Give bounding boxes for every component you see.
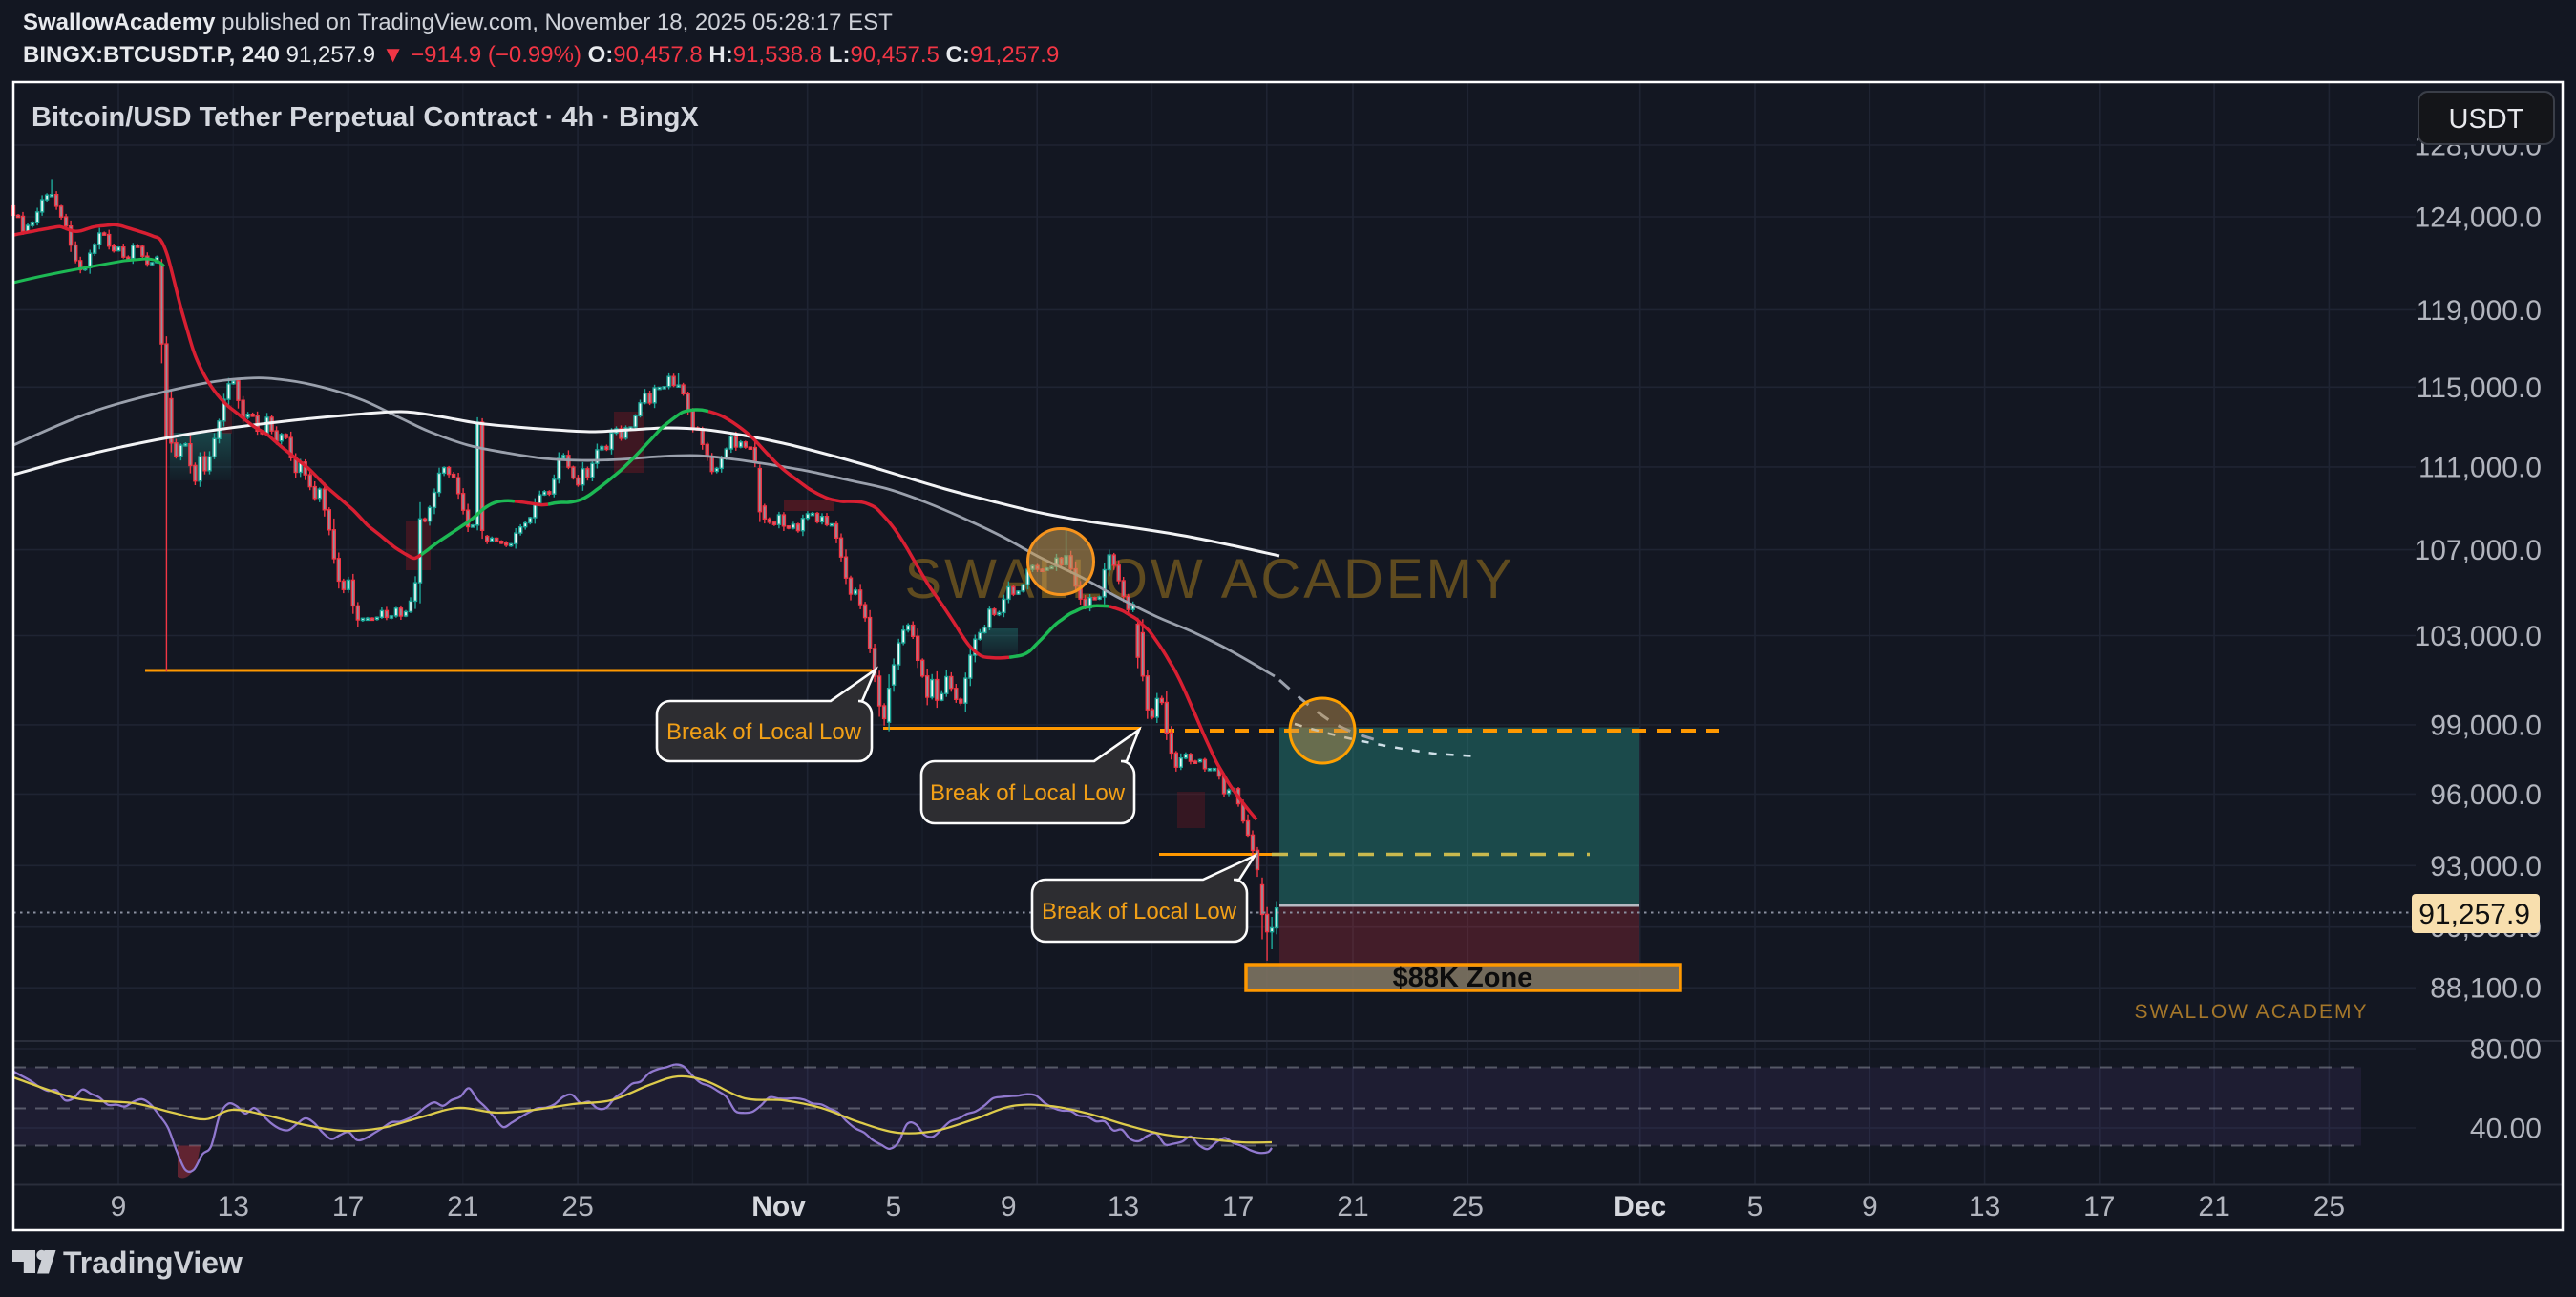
svg-text:96,000.0: 96,000.0 bbox=[2430, 779, 2542, 811]
svg-text:17: 17 bbox=[332, 1191, 364, 1223]
svg-text:124,000.0: 124,000.0 bbox=[2415, 202, 2542, 234]
svg-text:99,000.0: 99,000.0 bbox=[2430, 710, 2542, 741]
svg-text:Bitcoin/USD Tether Perpetual C: Bitcoin/USD Tether Perpetual Contract · … bbox=[32, 102, 699, 133]
svg-text:Break of Local Low: Break of Local Low bbox=[1042, 899, 1237, 925]
svg-text:88,100.0: 88,100.0 bbox=[2430, 973, 2542, 1005]
svg-text:Break of Local Low: Break of Local Low bbox=[666, 719, 862, 745]
svg-text:91,257.9: 91,257.9 bbox=[2418, 899, 2530, 930]
svg-text:Break of Local Low: Break of Local Low bbox=[930, 780, 1126, 806]
svg-text:103,000.0: 103,000.0 bbox=[2415, 621, 2542, 652]
svg-text:25: 25 bbox=[561, 1191, 593, 1223]
svg-text:40.00: 40.00 bbox=[2470, 1114, 2542, 1145]
svg-text:21: 21 bbox=[447, 1191, 478, 1223]
svg-text:SwallowAcademy published on Tr: SwallowAcademy published on TradingView.… bbox=[23, 10, 893, 35]
svg-text:111,000.0: 111,000.0 bbox=[2418, 452, 2542, 483]
svg-text:93,000.0: 93,000.0 bbox=[2430, 851, 2542, 882]
svg-text:Dec: Dec bbox=[1614, 1191, 1666, 1223]
svg-text:9: 9 bbox=[1862, 1191, 1878, 1223]
svg-text:9: 9 bbox=[111, 1191, 127, 1223]
svg-text:25: 25 bbox=[2313, 1191, 2345, 1223]
svg-text:21: 21 bbox=[1337, 1191, 1368, 1223]
svg-text:115,000.0: 115,000.0 bbox=[2417, 372, 2542, 404]
svg-text:SWALLOW ACADEMY: SWALLOW ACADEMY bbox=[904, 548, 1514, 610]
svg-text:17: 17 bbox=[2083, 1191, 2115, 1223]
svg-text:5: 5 bbox=[886, 1191, 902, 1223]
svg-text:13: 13 bbox=[1969, 1191, 2000, 1223]
svg-text:17: 17 bbox=[1222, 1191, 1254, 1223]
svg-text:13: 13 bbox=[1108, 1191, 1139, 1223]
svg-text:21: 21 bbox=[2198, 1191, 2229, 1223]
svg-text:USDT: USDT bbox=[2449, 104, 2524, 135]
svg-text:SWALLOW ACADEMY: SWALLOW ACADEMY bbox=[2134, 1001, 2368, 1023]
svg-text:5: 5 bbox=[1747, 1191, 1763, 1223]
svg-text:BINGX:BTCUSDT.P, 240 91,257.9: BINGX:BTCUSDT.P, 240 91,257.9 ▼ −914.9 (… bbox=[23, 42, 1059, 68]
svg-text:13: 13 bbox=[218, 1191, 249, 1223]
svg-text:25: 25 bbox=[1452, 1191, 1484, 1223]
svg-text:80.00: 80.00 bbox=[2470, 1034, 2542, 1066]
svg-text:9: 9 bbox=[1001, 1191, 1017, 1223]
svg-text:119,000.0: 119,000.0 bbox=[2417, 295, 2542, 327]
svg-text:Nov: Nov bbox=[751, 1191, 806, 1223]
svg-text:$88K Zone: $88K Zone bbox=[1393, 963, 1533, 993]
svg-text:TradingView: TradingView bbox=[63, 1245, 243, 1280]
svg-text:107,000.0: 107,000.0 bbox=[2415, 535, 2542, 566]
